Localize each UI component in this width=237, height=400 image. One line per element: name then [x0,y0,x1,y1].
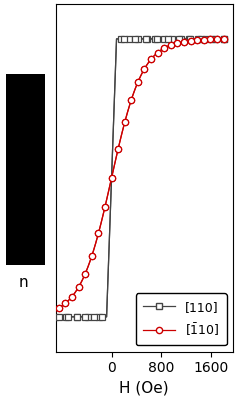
X-axis label: H (Oe): H (Oe) [119,381,169,396]
Text: n: n [19,275,28,290]
Legend: [110], $[\bar{1}10]$: [110], $[\bar{1}10]$ [136,293,227,345]
Bar [6,74,45,265]
